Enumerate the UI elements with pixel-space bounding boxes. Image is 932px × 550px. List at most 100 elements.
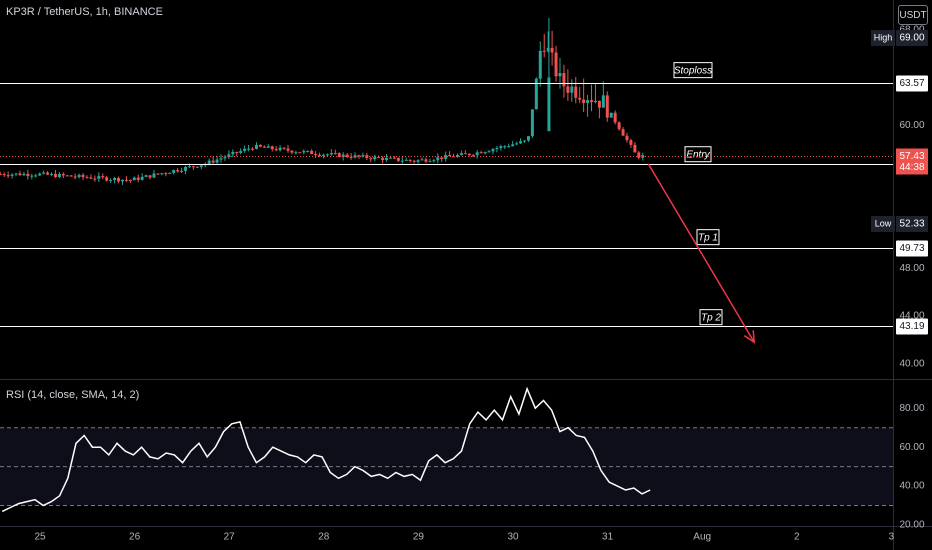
bar-countdown: 44:38 xyxy=(899,162,924,173)
candle-body xyxy=(361,155,365,157)
candle-body xyxy=(247,148,251,150)
price-axis-tick-3: 48.00 xyxy=(899,263,924,274)
price-axis-tick-2: 44.00 xyxy=(899,311,924,322)
candle-body xyxy=(593,100,597,103)
candle-body xyxy=(526,136,530,141)
candle-body xyxy=(97,176,101,179)
low-tag-label: Low xyxy=(875,218,892,228)
level-textbox-2 xyxy=(684,146,712,163)
rsi-title: RSI (14, close, SMA, 14, 2) xyxy=(6,389,140,401)
candle-body xyxy=(337,153,341,158)
candle-body xyxy=(578,97,582,100)
candle-body xyxy=(81,174,85,178)
candle-body xyxy=(483,152,487,154)
candle-body xyxy=(282,147,286,149)
candle-body xyxy=(586,100,590,104)
time-axis-tick-2: 26 xyxy=(129,532,141,543)
candle-body xyxy=(243,148,247,152)
candle-body xyxy=(381,157,385,161)
level-label-1: Stoploss xyxy=(674,65,712,76)
candle-body xyxy=(412,160,416,162)
candle-body xyxy=(251,148,255,150)
candle-body xyxy=(219,158,223,160)
candle-body xyxy=(321,154,325,156)
candle-body xyxy=(274,149,278,151)
candle-body xyxy=(432,160,436,162)
candle-body xyxy=(61,173,65,176)
candle-body xyxy=(77,174,81,177)
candle-body xyxy=(30,175,34,177)
candle-body xyxy=(278,147,282,151)
candle-body xyxy=(120,179,124,182)
candle-body xyxy=(487,151,491,153)
candle-body xyxy=(136,177,140,180)
candle-body xyxy=(353,155,357,158)
candle-body xyxy=(448,154,452,157)
candle-body xyxy=(199,165,203,168)
time-axis-tick-4: 28 xyxy=(318,532,330,543)
candle-body-high xyxy=(547,77,551,132)
candle-body xyxy=(306,150,310,152)
candle-body xyxy=(85,177,89,179)
candle-body xyxy=(440,157,444,159)
candle-body xyxy=(621,129,625,136)
rsi-axis-tick-3: 60.00 xyxy=(899,442,924,453)
candle-body xyxy=(191,166,195,168)
candle-body xyxy=(546,47,550,52)
candle-body xyxy=(50,173,54,175)
candle-body xyxy=(475,152,479,156)
candle-body xyxy=(310,150,314,155)
high-value-box xyxy=(896,30,928,46)
candle-body xyxy=(144,175,148,177)
candle-body xyxy=(566,86,570,93)
candle-body xyxy=(109,179,113,181)
level-label-4: Tp 2 xyxy=(701,312,721,323)
high-tag-box xyxy=(871,30,895,46)
level-textbox-4 xyxy=(699,309,723,326)
candle-body xyxy=(93,178,97,180)
currency-selector[interactable]: USDT xyxy=(898,5,928,25)
current-price-tag xyxy=(896,148,928,175)
candle-body xyxy=(124,179,128,181)
candle-body xyxy=(617,122,621,130)
candle-body xyxy=(14,173,18,175)
candle-body xyxy=(341,154,345,158)
candle-body xyxy=(550,47,554,53)
symbol-title: KP3R / TetherUS, 1h, BINANCE xyxy=(6,6,163,18)
candle-body xyxy=(530,109,534,137)
candle-body xyxy=(629,140,633,145)
candle-body xyxy=(404,159,408,161)
level-textbox-1 xyxy=(673,62,713,79)
candle-body xyxy=(187,166,191,168)
candle-body xyxy=(329,153,333,155)
candle-body xyxy=(168,172,172,174)
candle-body xyxy=(10,174,14,176)
current-price-label: 57.43 xyxy=(899,151,924,162)
candle-body xyxy=(392,157,396,159)
candle-body xyxy=(444,154,448,159)
candle-body xyxy=(507,146,511,148)
candle-body xyxy=(113,178,117,180)
candle-body xyxy=(408,159,412,161)
candle-body xyxy=(231,151,235,155)
candle-body xyxy=(597,100,601,108)
candle-body xyxy=(152,173,156,178)
candle-body xyxy=(424,159,428,162)
candle-body xyxy=(302,151,306,153)
rsi-axis-tick-2: 40.00 xyxy=(899,481,924,492)
candle-body xyxy=(625,135,629,141)
time-axis-tick-10: 3 xyxy=(889,532,895,543)
candle-body xyxy=(523,140,527,142)
candle-body xyxy=(140,176,144,180)
candle-body xyxy=(117,178,121,182)
candle-body xyxy=(471,155,475,157)
candle-body xyxy=(574,86,578,98)
candle-body xyxy=(223,157,227,159)
time-axis-tick-5: 29 xyxy=(413,532,425,543)
projection-arrow-head xyxy=(743,330,756,344)
level-price-tag-4 xyxy=(896,318,928,335)
candle-body xyxy=(211,160,215,163)
candle-body xyxy=(534,78,538,110)
rsi-axis-tick-4: 80.00 xyxy=(899,403,924,414)
